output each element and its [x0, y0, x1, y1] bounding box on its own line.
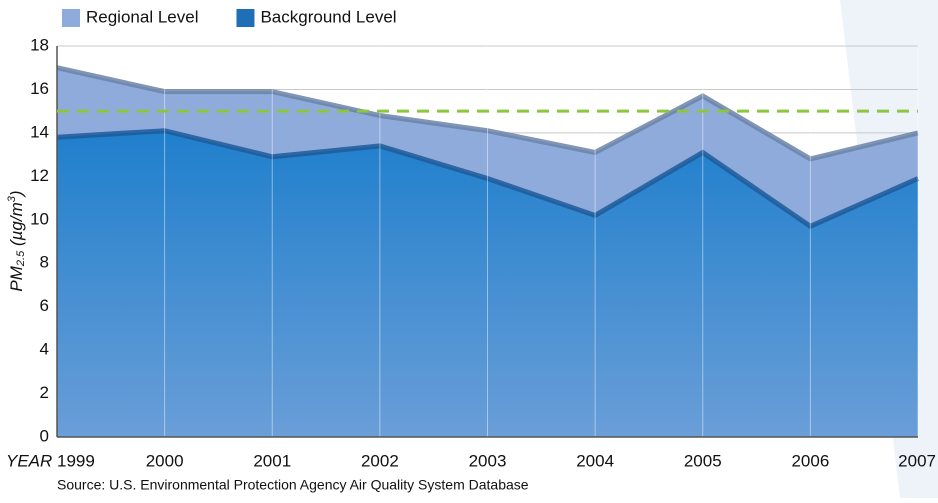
x-tick-label: 2005 — [684, 451, 722, 470]
legend-label: Regional Level — [86, 7, 198, 26]
y-tick-label: 6 — [40, 296, 49, 315]
y-tick-label: 16 — [30, 79, 49, 98]
x-tick-label: 2003 — [469, 451, 507, 470]
legend-swatch — [62, 9, 80, 27]
y-tick-label: 12 — [30, 166, 49, 185]
y-tick-label: 10 — [30, 209, 49, 228]
series-line — [56, 128, 920, 230]
legend-swatch — [236, 9, 255, 27]
x-tick-label: 2000 — [146, 451, 184, 470]
y-tick-label: 18 — [30, 35, 49, 54]
y-tick-label: 0 — [40, 426, 49, 445]
series-line — [56, 65, 919, 162]
x-tick-label: 1999 — [57, 451, 95, 470]
source-note: Source: U.S. Environmental Protection Ag… — [57, 477, 529, 493]
x-tick-label: 2001 — [253, 451, 291, 470]
x-tick-label: 2007 — [898, 451, 936, 470]
x-tick-label: 2006 — [791, 451, 829, 470]
x-tick-label: 2004 — [576, 451, 614, 470]
y-tick-label: 14 — [30, 122, 49, 141]
y-tick-label: 2 — [40, 383, 49, 402]
y-tick-label: 4 — [40, 340, 49, 359]
x-axis-label: YEAR — [6, 451, 52, 470]
y-tick-label: 8 — [40, 253, 49, 272]
plot-area — [56, 45, 920, 438]
x-tick-label: 2002 — [361, 451, 399, 470]
y-axis-label: PM2.5 (µg/m3) — [6, 190, 27, 291]
legend-label: Background Level — [260, 7, 396, 26]
series-area — [57, 130, 918, 437]
